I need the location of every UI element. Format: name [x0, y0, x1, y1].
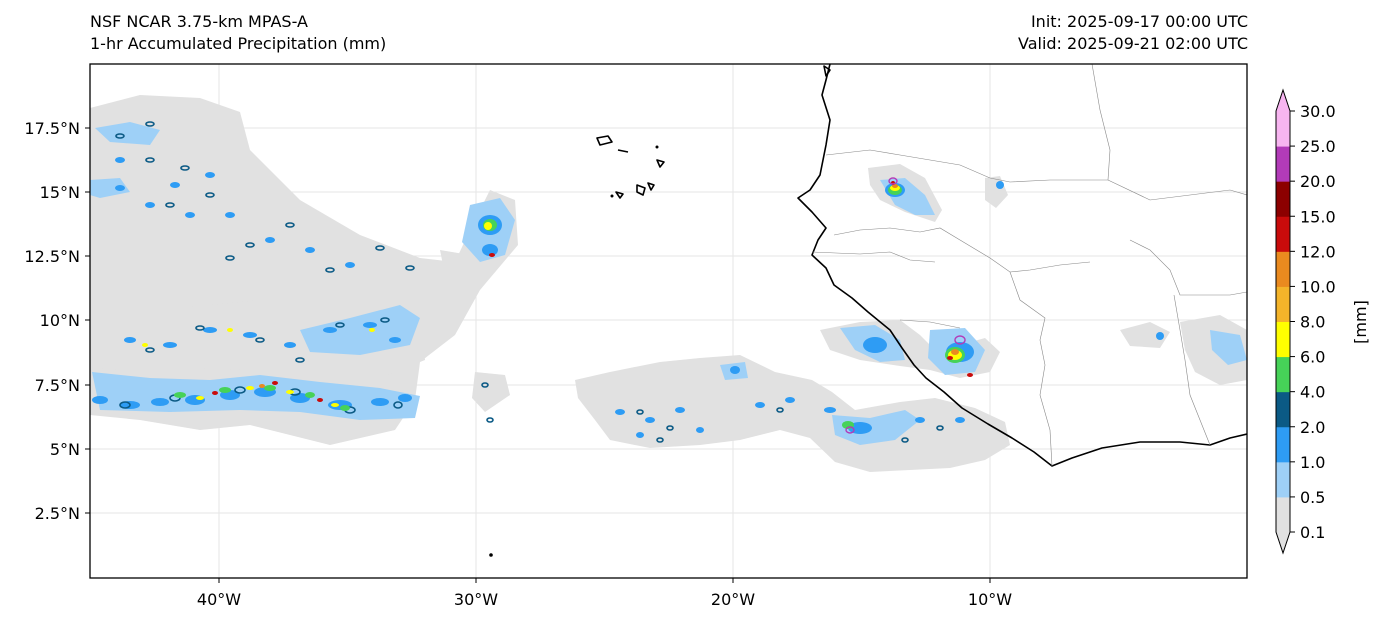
lat-tick: 12.5°N: [24, 247, 80, 266]
lat-tick: 10°N: [40, 311, 80, 330]
lat-tick: 2.5°N: [35, 504, 80, 523]
colorbar-segment: [1276, 251, 1290, 287]
colorbar-level-label: 0.1: [1300, 523, 1325, 542]
colorbar-level-label: 12.0: [1300, 242, 1336, 261]
lon-tick: 20°W: [711, 590, 755, 609]
colorbar-level-label: 4.0: [1300, 383, 1325, 402]
init-time: Init: 2025-09-17 00:00 UTC: [1030, 12, 1248, 31]
colorbar-level-label: 15.0: [1300, 207, 1336, 226]
islands: [489, 145, 659, 557]
colorbar-segment: [1276, 391, 1290, 428]
time-block: Init: 2025-09-17 00:00 UTC Valid: 2025-0…: [1018, 11, 1248, 55]
colorbar-level-label: 2.0: [1300, 418, 1325, 437]
model-title: NSF NCAR 3.75-km MPAS-A: [90, 12, 308, 31]
colorbar-segment: [1276, 496, 1290, 533]
lon-tick: 40°W: [197, 590, 241, 609]
colorbar-level-label: 8.0: [1300, 313, 1325, 332]
valid-time: Valid: 2025-09-21 02:00 UTC: [1017, 34, 1248, 53]
colorbar-segment: [1276, 461, 1290, 498]
colorbar-max-arrow: [1276, 90, 1290, 111]
colorbar-level-label: 0.5: [1300, 488, 1325, 507]
colorbar-min-arrow: [1276, 532, 1290, 553]
title-block: NSF NCAR 3.75-km MPAS-A 1-hr Accumulated…: [90, 11, 386, 55]
map-frame: [89, 63, 1248, 579]
lat-tick-labels: 2.5°N 5°N 7.5°N 10°N 12.5°N 15°N 17.5°N: [24, 119, 80, 523]
colorbar-level-label: 20.0: [1300, 172, 1336, 191]
colorbar-segment: [1276, 181, 1290, 217]
colorbar-segment: [1276, 356, 1290, 393]
colorbar-level-label: 30.0: [1300, 102, 1336, 121]
field-title: 1-hr Accumulated Precipitation (mm): [90, 34, 387, 53]
precip-light-areas: [90, 95, 1247, 472]
colorbar-segment: [1276, 321, 1290, 358]
colorbar-level-label: 10.0: [1300, 277, 1336, 296]
colorbar-level-label: 6.0: [1300, 348, 1325, 367]
colorbar-segment: [1276, 216, 1290, 252]
lat-tick: 7.5°N: [35, 376, 80, 395]
coastline: [596, 64, 1247, 467]
colorbar-level-label: 1.0: [1300, 453, 1325, 472]
lon-tick: 10°W: [968, 590, 1012, 609]
colorbar-segment: [1276, 286, 1290, 322]
lat-tick: 5°N: [50, 440, 80, 459]
precip-intense-cores: [142, 177, 973, 434]
colorbar-unit-label: [mm]: [1351, 300, 1370, 344]
colorbar-segments: [1276, 111, 1290, 533]
country-borders: [811, 64, 1247, 467]
colorbar-segment: [1276, 111, 1290, 147]
lat-tick: 15°N: [40, 183, 80, 202]
lon-tick: 30°W: [454, 590, 498, 609]
colorbar: 0.1 0.5 1.0 2.0 4.0 6.0 8.0 10.0 12.0 15.0 20.0 25.…: [1275, 88, 1370, 555]
precip-dark-contours: [115, 121, 944, 443]
colorbar-segment: [1276, 426, 1290, 463]
axis-ticks: [85, 127, 991, 583]
lat-tick: 17.5°N: [24, 119, 80, 138]
colorbar-level-label: 25.0: [1300, 137, 1336, 156]
lon-tick-labels: 40°W 30°W 20°W 10°W: [197, 590, 1012, 609]
colorbar-segment: [1276, 146, 1290, 182]
precip-field: [90, 64, 1247, 557]
colorbar-labels: 0.1 0.5 1.0 2.0 4.0 6.0 8.0 10.0 12.0 15.0 20.0 25.…: [1290, 102, 1336, 542]
